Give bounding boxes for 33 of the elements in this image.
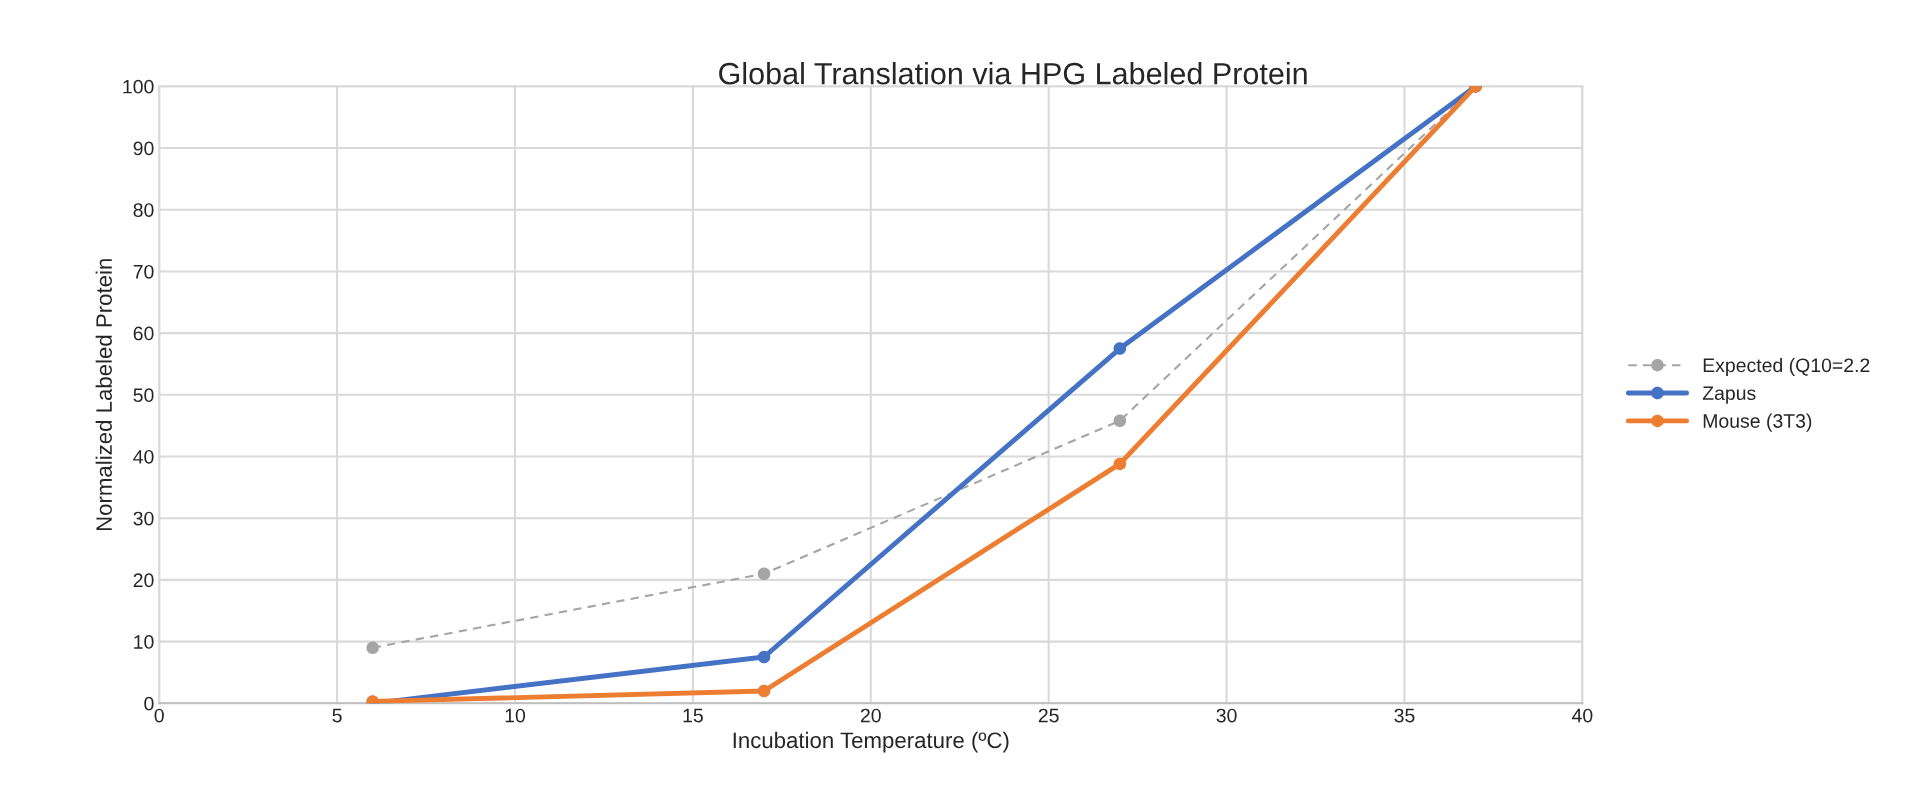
y-tick-label: 0 — [144, 696, 154, 711]
legend-label: Mouse (3T3) — [1703, 413, 1812, 432]
x-tick-label: 30 — [1216, 708, 1237, 723]
legend-label: Expected (Q10=2.2 — [1703, 357, 1870, 377]
x-tick-label: 0 — [154, 708, 164, 723]
point — [366, 641, 379, 655]
y-tick-label: 70 — [133, 264, 154, 279]
point — [1113, 457, 1127, 471]
point — [1113, 414, 1127, 427]
point — [1113, 342, 1127, 355]
y-tick-label: 10 — [134, 635, 154, 649]
point — [757, 684, 771, 698]
y-tick-label: 40 — [133, 449, 154, 464]
y-tick-label: 30 — [133, 511, 154, 526]
y-tick-label: 80 — [133, 203, 154, 217]
y-tick-label: 100 — [123, 79, 154, 94]
y-tick-label: 90 — [133, 141, 154, 156]
y-axis-title: Normalized Labeled Protein — [95, 259, 112, 531]
y-tick-label: 50 — [133, 388, 154, 403]
legend-label: Zapus — [1702, 386, 1756, 404]
chart-title: Global Translation via HPG Labeled Protein — [719, 62, 1307, 85]
point — [757, 650, 771, 664]
x-tick-label: 25 — [1038, 708, 1059, 723]
y-tick-label: 60 — [133, 326, 154, 341]
x-axis-title: Incubation Temperature (ºC) — [733, 731, 1009, 753]
y-tick-label: 20 — [133, 573, 154, 588]
x-tick-label: 35 — [1394, 708, 1415, 723]
x-tick-label: 15 — [683, 708, 703, 723]
point — [757, 567, 771, 580]
x-tick-label: 5 — [332, 708, 342, 723]
x-tick-label: 40 — [1571, 708, 1593, 723]
x-tick-label: 20 — [860, 708, 881, 723]
x-tick-label: 10 — [505, 708, 526, 723]
